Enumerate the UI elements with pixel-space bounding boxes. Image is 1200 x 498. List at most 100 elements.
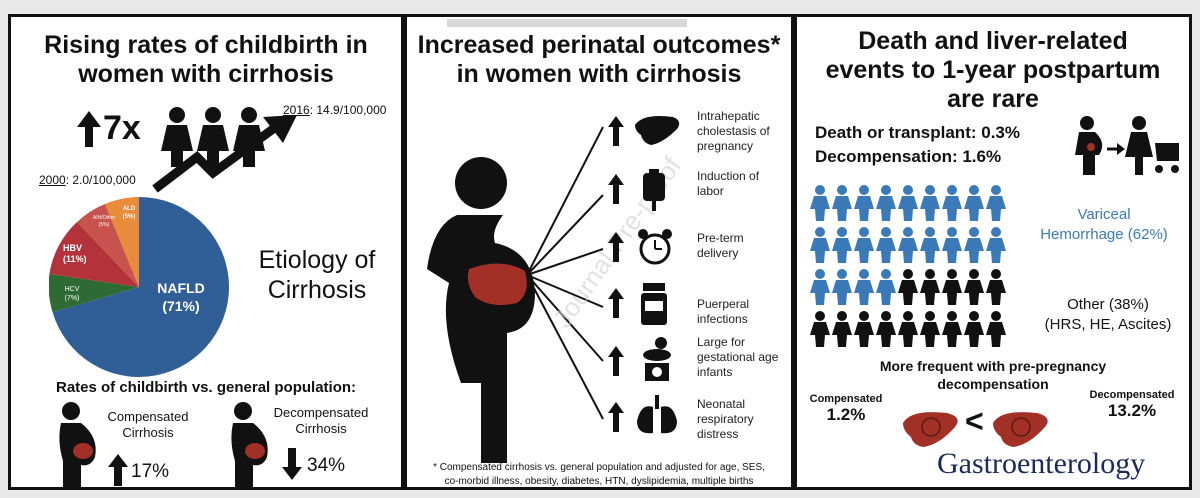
person-icon: [942, 185, 962, 221]
person-icon: [986, 311, 1006, 347]
pregnant-woman-icon: [231, 402, 268, 487]
person-icon: [854, 185, 874, 221]
decomp-cirrhosis-line1: Decompensated: [273, 405, 369, 420]
person-icon: [810, 269, 830, 305]
panel-childbirth-rates: Rising rates of childbirth in women with…: [8, 14, 404, 490]
decomp-childbirth-pct: 34%: [307, 455, 346, 476]
pie-label-aih: AIH/Other: [92, 215, 116, 221]
person-icon: [942, 227, 962, 263]
pregnant-woman-icon: [59, 402, 96, 487]
person-icon: [964, 227, 984, 263]
panel3-title-line3: are rare: [947, 85, 1039, 113]
journal-logo: Gastroenterology: [937, 447, 1146, 480]
other-label-line2: (HRS, HE, Ascites): [1044, 316, 1172, 333]
person-icon: [898, 311, 918, 347]
up-arrow-icon: [608, 116, 624, 146]
person-icon: [810, 311, 830, 347]
footnote-line2: co-morbid illness, obesity, diabetes, HT…: [444, 476, 754, 487]
decompensated-value: 13.2%: [1107, 401, 1157, 420]
person-icon: [854, 269, 874, 305]
up-arrow-icon: [77, 111, 101, 147]
outcome-people-grid: [810, 185, 1006, 347]
person-icon: [832, 227, 852, 263]
pie-slice-hcv: [49, 274, 139, 313]
panel2-title-line1: Increased perinatal outcomes*: [417, 31, 781, 59]
rates-title: Rates of childbirth vs. general populati…: [55, 379, 357, 396]
footnote-line1: * Compensated cirrhosis vs. general popu…: [433, 462, 765, 473]
up-arrow-icon: [608, 288, 624, 318]
outcome-label: Neonatal respiratory distress: [697, 397, 754, 441]
header-strip: [447, 19, 687, 27]
decompensated-label: Decompensated: [1089, 389, 1175, 401]
decompensation-rate: Decompensation: 1.6%: [815, 147, 1002, 166]
person-icon: [942, 311, 962, 347]
panel3-title-line1: Death and liver-related: [858, 27, 1128, 55]
up-arrow-icon: [608, 232, 624, 262]
outcome-label: Intrahepatic cholestasis of pregnancy: [697, 109, 770, 153]
year-2016: 2016: [283, 103, 310, 117]
pie-pct-hbv: (11%): [63, 254, 87, 264]
comp-childbirth-pct: 17%: [131, 461, 170, 482]
person-icon: [964, 311, 984, 347]
alarm-clock-icon: [638, 229, 672, 265]
pill-bottle-icon: [641, 283, 667, 325]
person-icon: [920, 269, 940, 305]
variceal-label-line1: Variceal: [1077, 206, 1131, 223]
pregnancy-to-stroller-icon: [1075, 116, 1179, 175]
variceal-label-line2: Hemorrhage (62%): [1040, 226, 1168, 243]
pie-label-ald: ALD: [122, 206, 136, 212]
person-icon: [898, 185, 918, 221]
person-icon: [920, 185, 940, 221]
other-label-line1: Other (38%): [1067, 296, 1149, 313]
multiplier-label: 7x: [103, 109, 141, 147]
rate-2000: : 2.0/100,000: [65, 173, 136, 187]
pie-label-hbv: HBV: [63, 243, 83, 253]
person-icon: [986, 185, 1006, 221]
person-icon: [832, 185, 852, 221]
person-icon: [876, 269, 896, 305]
person-icon: [898, 269, 918, 305]
more-frequent-line1: More frequent with pre-pregnancy: [879, 358, 1107, 374]
outcome-connector-arrows: [526, 126, 604, 420]
person-icon: [832, 269, 852, 305]
pregnant-woman-silhouette-icon: [427, 157, 535, 463]
up-arrow-icon: [608, 174, 624, 204]
etiology-title-line1: Etiology of: [258, 246, 376, 274]
outcome-label: Induction of labor: [697, 169, 760, 198]
person-icon: [854, 311, 874, 347]
pie-slice-hbv: [49, 222, 139, 287]
person-icon: [964, 269, 984, 305]
person-icon: [964, 185, 984, 221]
outcome-label: Pre-term delivery: [697, 231, 744, 260]
infant-scale-icon: [643, 337, 671, 381]
pie-slice-aih: [77, 204, 139, 287]
outcome-label: Puerperal infections: [697, 297, 750, 326]
person-icon: [810, 227, 830, 263]
person-icon: [876, 185, 896, 221]
person-icon: [876, 311, 896, 347]
iv-bag-icon: [643, 169, 665, 211]
etiology-title-line2: Cirrhosis: [267, 276, 367, 304]
panel-perinatal-outcomes: Increased perinatal outcomes* in women w…: [404, 14, 794, 490]
comp-cirrhosis-line2: Cirrhosis: [122, 425, 174, 440]
outcome-label: Large for gestational age infants: [697, 335, 779, 379]
pie-pct-hcv: (7%): [64, 295, 80, 302]
liver-icon: [903, 412, 958, 447]
person-icon: [920, 311, 940, 347]
panel1-title: Rising rates of childbirth in women with…: [44, 31, 368, 88]
pie-pct-nafld: (71%): [162, 298, 200, 314]
up-arrow-icon: [608, 402, 624, 432]
compensated-value: 1.2%: [826, 405, 866, 424]
panel-postpartum-events: Death and liver-related events to 1-year…: [794, 14, 1192, 490]
panel2-title-line2: in women with cirrhosis: [456, 60, 742, 88]
rising-trend-arrow-icon: [152, 115, 297, 193]
pie-label-nafld: NAFLD: [157, 280, 205, 296]
pie-pct-aih: (5%): [98, 222, 110, 228]
comp-cirrhosis-line1: Compensated: [107, 409, 189, 424]
person-icon: [854, 227, 874, 263]
person-icon: [898, 227, 918, 263]
decomp-cirrhosis-line2: Cirrhosis: [295, 421, 347, 436]
liver-icon: [993, 412, 1048, 447]
panel3-title-line2: events to 1-year postpartum: [825, 56, 1161, 84]
more-frequent-line2: decompensation: [937, 376, 1049, 392]
